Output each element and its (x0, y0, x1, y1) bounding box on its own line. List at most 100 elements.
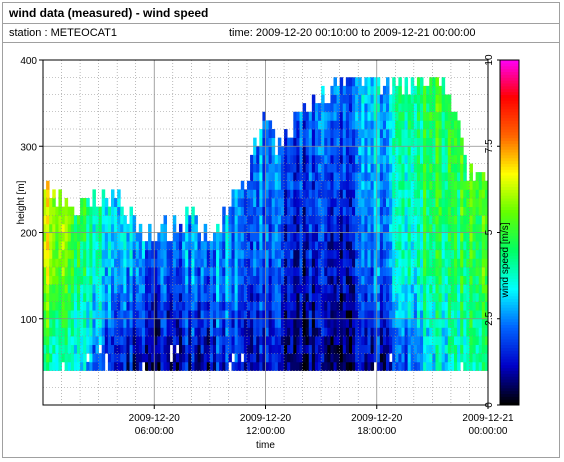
heatmap-cell (259, 318, 263, 328)
heatmap-cell (240, 301, 245, 311)
heatmap-cell (55, 336, 59, 346)
heatmap-cell (416, 353, 421, 363)
heatmap-cell (89, 215, 93, 225)
heatmap-cell (361, 85, 365, 95)
heatmap-cell (432, 336, 436, 346)
heatmap-cell (333, 318, 337, 328)
heatmap-cell (373, 189, 378, 199)
heatmap-cell (293, 249, 297, 259)
heatmap-cell (203, 310, 208, 320)
heatmap-cell (206, 241, 211, 251)
heatmap-cell (429, 310, 433, 320)
heatmap-cell (333, 267, 337, 277)
heatmap-cell (478, 284, 483, 294)
heatmap-cell (191, 327, 195, 337)
heatmap-cell (358, 267, 362, 277)
heatmap-cell (132, 327, 137, 337)
heatmap-cell (117, 318, 121, 328)
heatmap-cell (219, 336, 223, 346)
heatmap-cell (336, 292, 341, 302)
heatmap-cell (339, 180, 344, 190)
colorbar-segment (500, 402, 519, 406)
heatmap-cell (73, 353, 78, 363)
heatmap-cell (450, 249, 455, 259)
heatmap-cell (284, 327, 288, 337)
heatmap-cell (265, 198, 269, 208)
heatmap-cell (327, 189, 331, 199)
heatmap-cell (308, 249, 313, 259)
heatmap-cell (389, 206, 393, 216)
heatmap-cell (401, 111, 405, 121)
heatmap-cell (280, 180, 285, 190)
heatmap-cell (395, 284, 399, 294)
heatmap-cell (64, 361, 69, 371)
heatmap-cell (435, 267, 439, 277)
heatmap-cell (83, 215, 87, 225)
heatmap-cell (333, 163, 337, 173)
heatmap-cell (404, 336, 409, 346)
heatmap-cell (358, 198, 362, 208)
heatmap-cell (284, 198, 288, 208)
heatmap-cell (169, 284, 174, 294)
heatmap-cell (361, 310, 365, 320)
heatmap-cell (185, 258, 189, 268)
heatmap-cell (212, 241, 217, 251)
heatmap-cell (73, 249, 78, 259)
heatmap-cell (154, 327, 158, 337)
heatmap-cell (457, 361, 461, 371)
colorbar-segment (500, 149, 519, 153)
heatmap-cell (401, 215, 405, 225)
heatmap-cell (172, 336, 177, 346)
heatmap-cell (327, 146, 331, 156)
heatmap-cell (197, 258, 201, 268)
heatmap-cell (389, 223, 393, 233)
heatmap-cell (163, 318, 168, 328)
heatmap-cell (382, 301, 387, 311)
heatmap-cell (271, 275, 276, 285)
heatmap-cell (250, 232, 254, 242)
heatmap-cell (367, 241, 371, 251)
heatmap-cell (345, 258, 350, 268)
x-tick-label-date: 2009-12-21 (462, 413, 514, 424)
heatmap-cell (386, 154, 390, 164)
heatmap-cell (454, 336, 458, 346)
heatmap-cell (290, 223, 294, 233)
heatmap-cell (73, 241, 78, 251)
heatmap-cell (345, 154, 350, 164)
heatmap-cell (243, 284, 248, 294)
heatmap-cell (95, 318, 100, 328)
heatmap-cell (333, 361, 337, 371)
heatmap-cell (209, 310, 214, 320)
heatmap-cell (197, 344, 201, 354)
heatmap-cell (413, 120, 418, 130)
heatmap-cell (420, 94, 424, 104)
heatmap-cell (324, 163, 328, 173)
heatmap-cell (280, 336, 285, 346)
heatmap-cell (43, 275, 47, 285)
heatmap-cell (472, 301, 477, 311)
heatmap-cell (293, 241, 297, 251)
heatmap-cell (256, 267, 260, 277)
heatmap-cell (188, 241, 192, 251)
heatmap-cell (185, 284, 189, 294)
heatmap-cell (327, 223, 331, 233)
heatmap-cell (444, 223, 449, 233)
heatmap-cell (296, 198, 300, 208)
heatmap-cell (259, 310, 263, 320)
heatmap-cell (345, 94, 350, 104)
heatmap-cell (401, 232, 405, 242)
heatmap-cell (420, 85, 424, 95)
heatmap-cell (299, 267, 303, 277)
heatmap-cell (481, 301, 486, 311)
heatmap-cell (420, 336, 424, 346)
heatmap-cell (457, 310, 461, 320)
heatmap-cell (438, 198, 443, 208)
heatmap-cell (83, 267, 87, 277)
heatmap-cell (466, 206, 470, 216)
heatmap-cell (280, 327, 285, 337)
heatmap-cell (141, 241, 146, 251)
heatmap-cell (355, 85, 359, 95)
heatmap-cell (110, 267, 115, 277)
heatmap-cell (86, 301, 90, 311)
heatmap-cell (432, 154, 436, 164)
